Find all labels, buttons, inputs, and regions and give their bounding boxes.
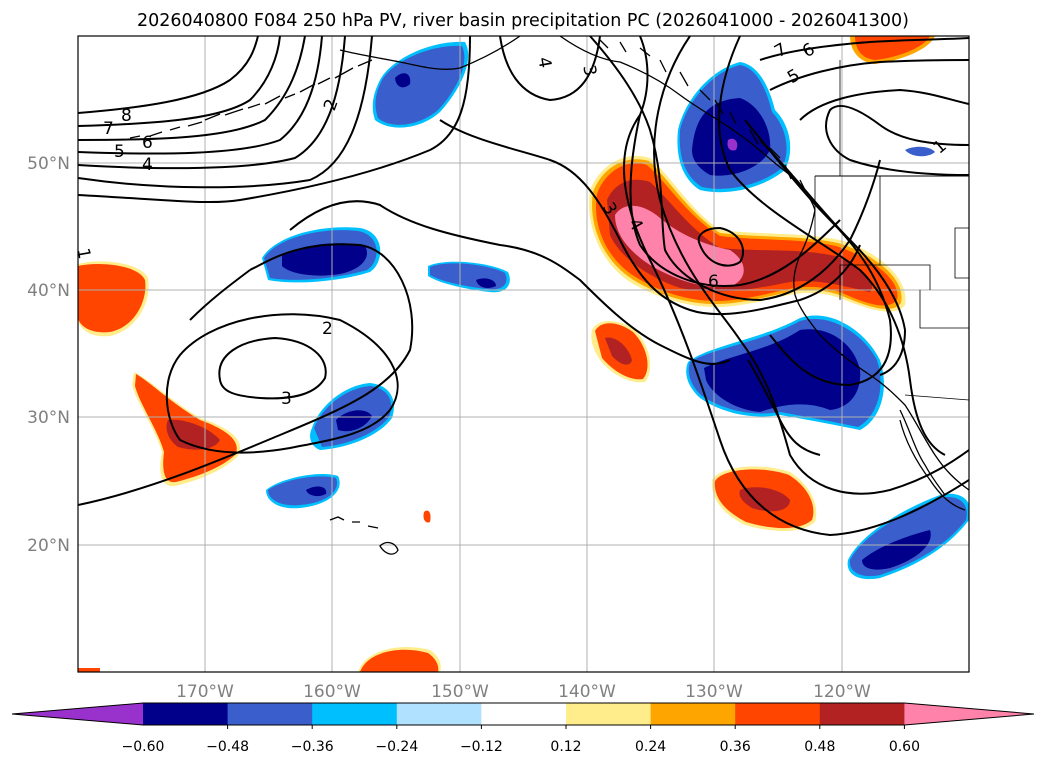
colorbar-bin xyxy=(566,703,652,725)
lat-label: 30°N xyxy=(27,408,70,428)
colorbar-tick-label: 0.60 xyxy=(889,739,920,755)
contour-label: 8 xyxy=(121,106,132,126)
colorbar: −0.60 −0.48 −0.36 −0.24 −0.12 0.12 0.24 0.36 0.4… xyxy=(11,702,1035,755)
map-panel: 8 7 6 5 4 1 2 3 2 4 3 3 4 6 7 6 5 1 xyxy=(72,36,969,672)
latitude-labels: 20°N 30°N 40°N 50°N xyxy=(27,154,70,556)
lat-label: 50°N xyxy=(27,154,70,174)
contour-label: 1 xyxy=(72,246,94,260)
colorbar-outline xyxy=(11,702,1035,726)
contour-label: 4 xyxy=(533,56,555,70)
colorbar-tick-label: −0.12 xyxy=(460,739,503,755)
chart-title: 2026040800 F084 250 hPa PV, river basin … xyxy=(137,11,909,31)
lon-label: 160°W xyxy=(303,682,361,702)
contour-label: 3 xyxy=(281,389,292,409)
colorbar-bin xyxy=(312,703,398,725)
lon-label: 170°W xyxy=(176,682,234,702)
pv-contours xyxy=(78,36,969,537)
colorbar-bin xyxy=(735,703,821,725)
lon-label: 140°W xyxy=(558,682,616,702)
colorbar-tick-label: −0.24 xyxy=(375,739,418,755)
negative-anomaly-south-central xyxy=(266,383,394,509)
contour-label: 3 xyxy=(578,64,600,78)
lon-label: 130°W xyxy=(685,682,743,702)
colorbar-bin xyxy=(819,703,905,725)
negative-anomaly-small xyxy=(428,261,510,293)
lon-label: 150°W xyxy=(431,682,489,702)
negative-anomaly-central xyxy=(262,227,381,283)
contour-label: 2 xyxy=(322,319,333,339)
colorbar-tick-label: 0.12 xyxy=(550,739,581,755)
colorbar-bin xyxy=(650,703,736,725)
longitude-labels: 170°W 160°W 150°W 140°W 130°W 120°W xyxy=(176,682,871,702)
contour-label: 7 xyxy=(103,119,114,139)
colorbar-bin xyxy=(143,703,229,725)
positive-anomaly-southwest xyxy=(132,372,241,487)
contour-label: 5 xyxy=(114,142,125,162)
lat-label: 40°N xyxy=(27,281,70,301)
lon-label: 120°W xyxy=(813,682,871,702)
negative-anomaly-east-pacific xyxy=(686,315,969,579)
negative-anomaly-north xyxy=(372,41,469,128)
positive-anomaly-east-small xyxy=(591,321,651,383)
colorbar-tick-label: 0.48 xyxy=(804,739,835,755)
lat-label: 20°N xyxy=(27,536,70,556)
contour-label: 4 xyxy=(142,155,153,175)
colorbar-bin xyxy=(396,703,482,725)
positive-anomaly-southeast xyxy=(711,466,817,531)
contour-label: 6 xyxy=(142,133,153,153)
map-frame xyxy=(77,35,970,673)
colorbar-tick-label: −0.60 xyxy=(122,739,165,755)
positive-anomaly-west xyxy=(78,261,149,337)
colorbar-tick-label: 0.24 xyxy=(635,739,666,755)
colorbar-bin xyxy=(481,703,567,725)
colorbar-tick-label: −0.48 xyxy=(206,739,249,755)
graticule xyxy=(78,36,969,672)
colorbar-bin xyxy=(227,703,313,725)
contour-label: 6 xyxy=(708,272,719,292)
colorbar-extend-min xyxy=(12,703,143,725)
colorbar-tick-label: −0.36 xyxy=(291,739,334,755)
colorbar-extend-max xyxy=(904,703,1034,725)
colorbar-tick-label: 0.36 xyxy=(720,739,751,755)
